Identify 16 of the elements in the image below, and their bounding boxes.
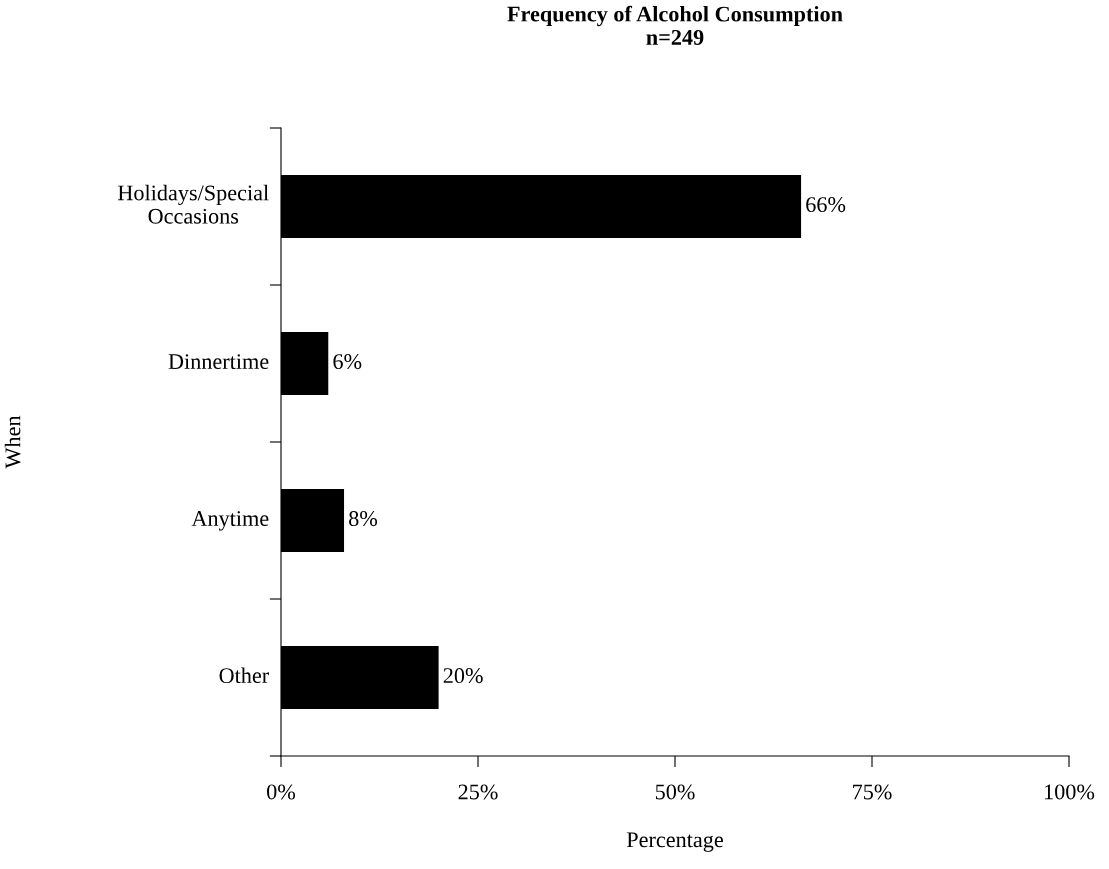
- x-tick-label: 100%: [1045, 784, 1095, 800]
- chart-title: Frequency of Alcohol Consumption n=249: [507, 5, 843, 45]
- data-label: 6%: [333, 354, 362, 370]
- y-tick-label: Dinnertime: [168, 354, 269, 370]
- x-tick-label: 0%: [267, 784, 296, 800]
- x-tick-label: 75%: [853, 784, 892, 800]
- y-tick-label: Other: [219, 667, 269, 684]
- x-axis-title: Percentage: [626, 832, 723, 852]
- data-label: 66%: [806, 197, 846, 213]
- y-tick-label: Anytime: [191, 511, 269, 531]
- y-axis-title: When: [4, 415, 21, 469]
- x-tick-label: 50%: [655, 784, 695, 800]
- data-label: 20%: [443, 668, 483, 684]
- x-tick-label: 25%: [458, 784, 498, 800]
- y-tick-label: Holidays/Special Occasions: [117, 184, 269, 224]
- data-label: 8%: [349, 511, 378, 527]
